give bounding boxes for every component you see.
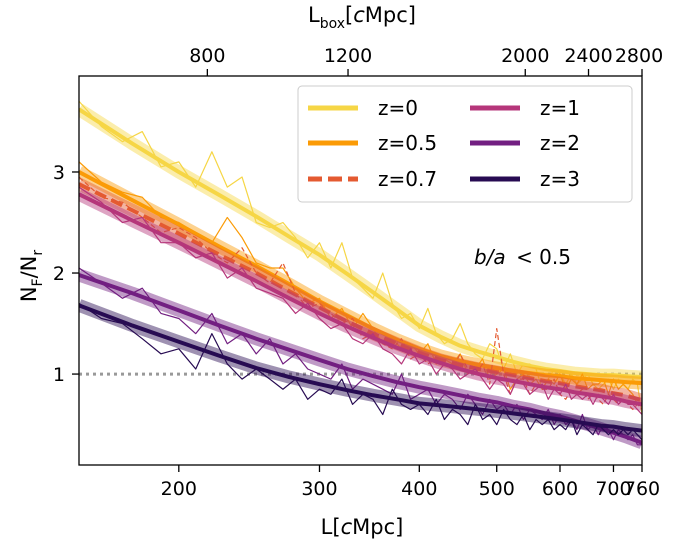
legend-label-z-0: z=0	[378, 96, 418, 120]
top-x-tick-label: 1200	[324, 45, 372, 67]
legend: z=0 z=0.5 z=0.7 z=1 z=2 z=3	[297, 85, 633, 203]
x-tick-label: 500	[479, 478, 515, 500]
x-label-start: L[	[321, 515, 341, 539]
data-layer	[79, 100, 642, 449]
x-tick-label: 600	[542, 478, 578, 500]
x-axis-label: L[cMpc]	[321, 515, 404, 539]
legend-frame	[297, 85, 633, 203]
x-label-end: Mpc]	[352, 515, 403, 539]
series-line-z-1	[79, 192, 642, 407]
top-x-label-main: L	[308, 3, 320, 27]
y-label-main: N	[17, 286, 41, 302]
series-noisy-z-0p5	[79, 161, 642, 405]
plot-area	[79, 100, 642, 449]
x-tick-label: 200	[161, 478, 197, 500]
top-x-label-end: Mpc]	[365, 3, 416, 27]
series-line-z-3	[79, 303, 642, 433]
top-x-tick-label: 2400	[564, 45, 612, 67]
top-x-axis-label: Lbox[cMpc]	[308, 3, 416, 32]
y-tick-label: 3	[53, 162, 65, 184]
annotation-ba: b/a	[474, 245, 506, 269]
x-tick-label: 700	[595, 478, 631, 500]
series-line-z-0p7	[79, 182, 642, 403]
y-tick-label: 1	[53, 364, 65, 386]
series-line-z-0p5	[79, 170, 642, 386]
top-x-label-italic: c	[353, 3, 365, 27]
x-tick-label: 760	[624, 478, 660, 500]
top-x-tick-label: 2800	[615, 45, 663, 67]
top-x-tick-label: 800	[189, 45, 225, 67]
x-tick-label: 400	[401, 478, 437, 500]
y-axis-label: NF/Nr	[17, 250, 46, 303]
legend-label-z-1: z=1	[540, 96, 580, 120]
legend-label-z-2: z=2	[540, 131, 580, 155]
legend-label-z-3: z=3	[540, 167, 580, 191]
y-label-slash: /N	[17, 256, 41, 279]
series-noisy-z-1	[79, 186, 642, 415]
series-line-z-0	[79, 107, 642, 380]
x-tick-label: 300	[301, 478, 337, 500]
legend-label-z-0p7: z=0.7	[378, 167, 437, 191]
top-x-label-open: [	[345, 3, 353, 27]
legend-items: z=0 z=0.5 z=0.7 z=1 z=2 z=3	[308, 96, 580, 191]
y-label-sub1: F	[30, 278, 46, 286]
series-noisy-z-0	[79, 100, 642, 415]
y-tick-label: 2	[53, 263, 65, 285]
annotation-rest: < 0.5	[516, 245, 571, 269]
axes-frame	[78, 75, 643, 466]
x-label-italic: c	[341, 515, 353, 539]
y-label-sub2: r	[30, 250, 46, 256]
annotation: b/a < 0.5	[474, 245, 571, 269]
top-x-tick-label: 2000	[501, 45, 549, 67]
legend-label-z-0p5: z=0.5	[378, 131, 437, 155]
top-x-label-sub: box	[320, 16, 345, 32]
